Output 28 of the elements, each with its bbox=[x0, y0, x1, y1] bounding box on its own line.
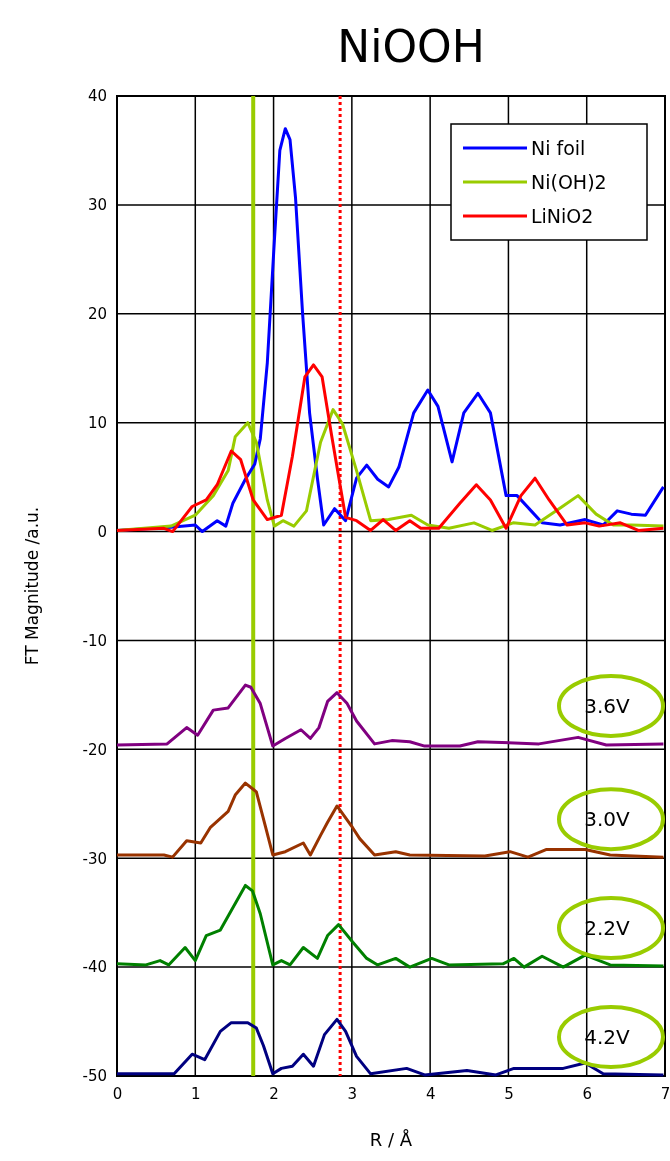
legend-label: LiNiO2 bbox=[531, 205, 594, 227]
chart-title: NiOOH bbox=[337, 21, 485, 72]
x-axis-title: R / Å bbox=[369, 1129, 413, 1150]
line-series bbox=[115, 781, 665, 859]
y-tick-label: 20 bbox=[87, 305, 107, 324]
y-axis-title: FT Magnitude /a.u. bbox=[22, 506, 42, 666]
x-tick-label: 7 bbox=[660, 1084, 670, 1103]
y-tick-label: -10 bbox=[82, 631, 107, 650]
line-series bbox=[115, 883, 665, 969]
x-tick-label: 1 bbox=[191, 1084, 201, 1103]
line-series bbox=[115, 683, 665, 748]
x-tick-label: 5 bbox=[504, 1084, 514, 1103]
legend-label: Ni(OH)2 bbox=[531, 171, 607, 193]
y-tick-label: 30 bbox=[87, 196, 107, 215]
line-series bbox=[115, 1017, 665, 1077]
y-tick-label: -50 bbox=[82, 1067, 107, 1086]
x-tick-label: 4 bbox=[425, 1084, 436, 1103]
x-tick-label: 2 bbox=[269, 1084, 279, 1103]
legend-label: Ni foil bbox=[531, 137, 586, 159]
y-tick-label: -30 bbox=[82, 849, 107, 868]
y-tick-label: 0 bbox=[97, 522, 107, 541]
x-tick-label: 6 bbox=[582, 1084, 592, 1103]
y-tick-label: -20 bbox=[82, 740, 107, 759]
y-tick-label: 10 bbox=[87, 413, 107, 432]
x-tick-label: 3 bbox=[347, 1084, 358, 1103]
y-tick-label: -40 bbox=[82, 958, 107, 977]
x-tick-label: 0 bbox=[112, 1084, 123, 1103]
y-tick-label: 40 bbox=[87, 87, 107, 106]
